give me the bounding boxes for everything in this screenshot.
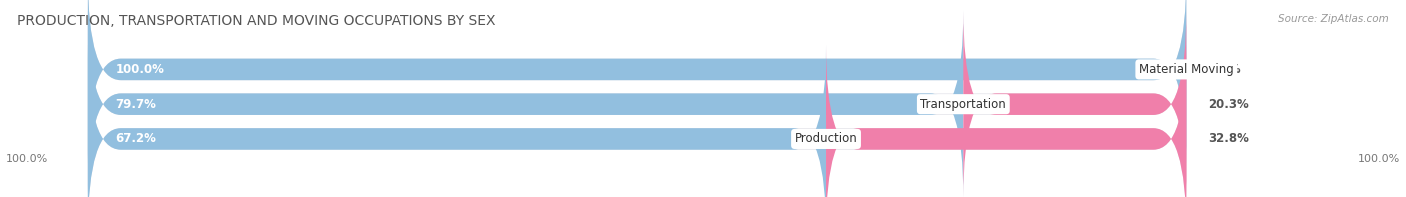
Text: 79.7%: 79.7% — [115, 98, 156, 111]
FancyBboxPatch shape — [87, 11, 963, 197]
Text: 32.8%: 32.8% — [1208, 132, 1249, 145]
Text: Transportation: Transportation — [921, 98, 1007, 111]
Text: 20.3%: 20.3% — [1208, 98, 1249, 111]
Text: Material Moving: Material Moving — [1139, 63, 1233, 76]
Text: PRODUCTION, TRANSPORTATION AND MOVING OCCUPATIONS BY SEX: PRODUCTION, TRANSPORTATION AND MOVING OC… — [17, 14, 495, 28]
Text: 100.0%: 100.0% — [1358, 154, 1400, 164]
FancyBboxPatch shape — [87, 11, 1187, 197]
FancyBboxPatch shape — [87, 46, 827, 197]
FancyBboxPatch shape — [87, 0, 1187, 163]
Text: 100.0%: 100.0% — [115, 63, 165, 76]
Text: 100.0%: 100.0% — [6, 154, 48, 164]
FancyBboxPatch shape — [87, 46, 1187, 197]
Text: Production: Production — [794, 132, 858, 145]
FancyBboxPatch shape — [827, 46, 1187, 197]
FancyBboxPatch shape — [87, 0, 1187, 163]
Text: 67.2%: 67.2% — [115, 132, 156, 145]
Text: Source: ZipAtlas.com: Source: ZipAtlas.com — [1278, 14, 1389, 24]
Text: 0.0%: 0.0% — [1208, 63, 1241, 76]
FancyBboxPatch shape — [963, 11, 1187, 197]
